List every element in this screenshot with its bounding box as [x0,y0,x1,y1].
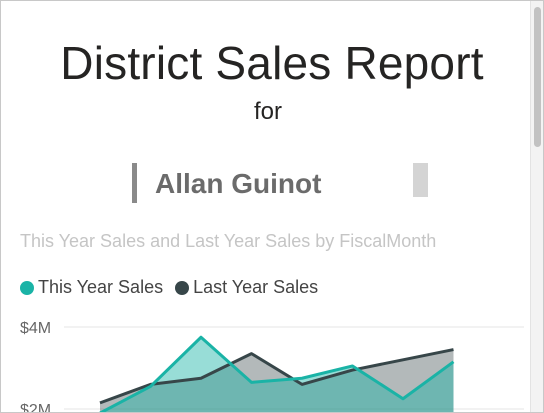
legend-item-this-year[interactable]: This Year Sales [20,277,163,298]
legend-dot-this-year-icon [20,280,34,295]
point-this-year-4 [250,380,254,384]
vertical-scrollbar[interactable] [530,1,543,412]
point-this-year-3 [199,335,203,339]
point-last-year-6 [351,368,355,372]
point-this-year-6 [351,364,355,368]
point-last-year-1 [98,401,102,405]
point-last-year-5 [300,382,304,386]
point-last-year-7 [401,358,405,362]
point-last-year-3 [199,376,203,380]
report-subtitle: for [253,98,282,125]
report-canvas: District Sales Report for Allan Guinot T… [2,2,532,413]
legend-item-last-year[interactable]: Last Year Sales [175,277,318,298]
report-title: District Sales Report [60,37,484,89]
point-last-year-8 [452,348,456,352]
legend-label-last-year: Last Year Sales [193,277,319,297]
district-manager-slicer-value[interactable]: Allan Guinot [155,168,322,199]
y-tick-label-1: $2M [20,402,51,413]
area-this-year-sales [102,337,454,412]
chart-legend: This Year Sales Last Year Sales [20,277,330,298]
chart-title: This Year Sales and Last Year Sales by F… [20,231,437,251]
line-this-year-sales [99,335,455,412]
area-chart[interactable]: $4M $2M [2,302,532,413]
point-this-year-8 [452,360,456,364]
scrollbar-thumb[interactable] [534,7,541,147]
legend-dot-last-year-icon [175,280,190,295]
point-this-year-7 [401,397,405,401]
line-last-year-sales [99,348,454,405]
point-this-year-5 [300,376,304,380]
slicer-dropdown-handle[interactable] [413,163,428,197]
slicer-accent-bar [132,163,137,203]
y-tick-label-0: $4M [20,320,51,337]
legend-label-this-year: This Year Sales [38,277,164,297]
point-last-year-2 [149,382,153,386]
point-last-year-4 [250,352,254,356]
